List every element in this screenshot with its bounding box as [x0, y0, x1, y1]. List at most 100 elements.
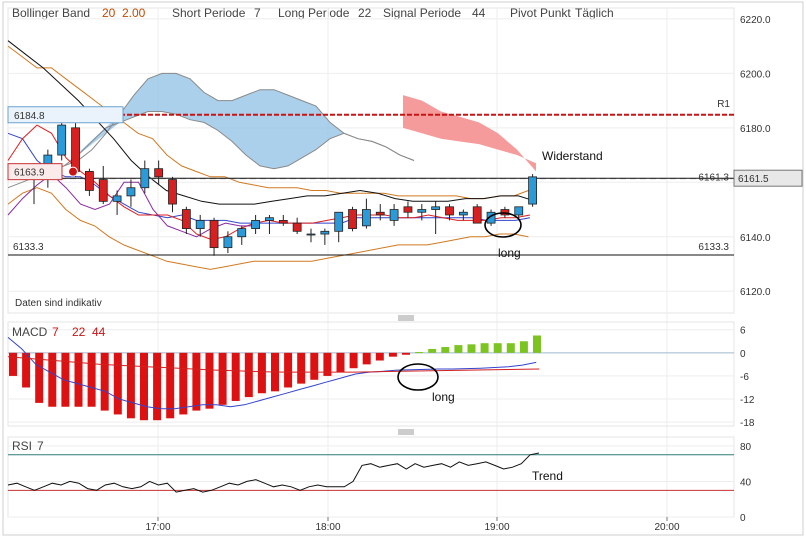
candle[interactable] [348, 206, 357, 232]
macd-histogram-bar [297, 352, 306, 384]
macd-histogram-bar [467, 344, 476, 353]
candle[interactable] [223, 231, 233, 254]
bollinger-upper-band [7, 45, 529, 200]
macd-label: MACD [12, 325, 48, 339]
candle[interactable] [445, 204, 454, 221]
candle[interactable] [500, 206, 510, 218]
macd-histogram-bar [126, 352, 135, 419]
macd-tick-label: -12 [740, 395, 755, 406]
macd-histogram-bar [35, 352, 44, 403]
ichimoku-cloud-bullish [50, 73, 414, 172]
candle[interactable] [403, 201, 413, 218]
candle[interactable] [389, 204, 399, 226]
bollinger-deviation: 2.00 [122, 6, 146, 20]
candle[interactable] [292, 217, 302, 235]
macd-histogram-bar [284, 352, 293, 388]
level-6133-left-label: 6133.3 [13, 242, 44, 253]
time-tick-label: 17:00 [145, 522, 170, 533]
rsi-tick-label: 0 [740, 513, 746, 524]
time-tick-label: 19:00 [484, 522, 509, 533]
candle[interactable] [140, 160, 150, 194]
macd-histogram-bar [480, 343, 489, 353]
level-tag-6163[interactable]: 6163.9 [7, 163, 78, 181]
candle[interactable] [306, 228, 316, 243]
candle[interactable] [361, 198, 371, 229]
price-tick-label: 6200.0 [740, 69, 771, 80]
indicator-header: Bollinger Band 20 2.00 Short Periode 7 L… [12, 6, 614, 20]
macd-histogram-bar [375, 352, 384, 361]
macd-histogram-bar [87, 352, 96, 407]
annotation-long-main: long [498, 246, 521, 260]
price-tick-label: 6220.0 [740, 15, 771, 26]
level-6133-right-label: 6133.3 [698, 242, 729, 253]
candle[interactable] [154, 160, 164, 186]
bollinger-lower-band [7, 187, 529, 270]
macd-histogram-bar [310, 352, 319, 380]
rsi-tick-label: 80 [740, 442, 752, 453]
macd-histogram-bar [100, 352, 109, 411]
candle[interactable] [181, 206, 191, 235]
time-tick-label: 18:00 [315, 522, 340, 533]
candle[interactable] [126, 179, 136, 207]
price-tick-label: 6180.0 [740, 124, 771, 135]
macd-histogram-bar [179, 352, 188, 415]
candle[interactable] [209, 217, 219, 256]
rsi-label: RSI [12, 439, 32, 453]
candle[interactable] [375, 204, 385, 221]
price-tick-label: 6140.0 [740, 233, 771, 244]
candle[interactable] [57, 116, 67, 161]
candle[interactable] [528, 174, 537, 207]
signal-period-value: 44 [472, 6, 486, 20]
macd-histogram-bar [415, 352, 424, 354]
macd-signal-line [7, 356, 540, 373]
candle[interactable] [486, 209, 496, 226]
candle[interactable] [168, 176, 177, 213]
time-tick-label: 20:00 [654, 522, 679, 533]
candle[interactable] [334, 211, 344, 243]
candle[interactable] [265, 214, 274, 235]
macd-histogram-bar [48, 352, 57, 407]
level-6161-label: 6161.3 [698, 173, 729, 184]
price-tick-label: 6120.0 [740, 287, 771, 298]
candle[interactable] [417, 204, 427, 221]
macd-histogram-bar [533, 335, 541, 353]
rsi-pane[interactable]: 80 40 0 RSI 7 Trend [7, 436, 752, 524]
macd-histogram-bar [231, 352, 240, 401]
macd-param-slow: 22 [72, 325, 86, 339]
annotation-long-macd: long [432, 390, 455, 404]
macd-histogram-bar [153, 352, 162, 421]
candle[interactable] [251, 214, 261, 235]
macd-histogram-bar [506, 343, 515, 353]
macd-pane[interactable]: 6 0 -6 -12 -18 MACD 7 22 44 long [7, 321, 755, 429]
macd-tick-label: -18 [740, 418, 755, 429]
candle[interactable] [237, 225, 247, 245]
candle[interactable] [320, 228, 330, 245]
macd-histogram-bar [454, 345, 463, 353]
macd-tick-label: -6 [740, 372, 749, 383]
macd-histogram-bar [493, 343, 502, 353]
pivot-label: Pivot Punkt [510, 6, 571, 20]
macd-histogram-bar [205, 352, 214, 409]
level-tag-6184[interactable]: 6184.8 [7, 106, 124, 124]
svg-text:6163.9: 6163.9 [14, 168, 45, 179]
pane-resize-handle-2[interactable] [398, 429, 414, 435]
macd-histogram-bar [74, 352, 83, 407]
candle[interactable] [85, 168, 94, 196]
bollinger-period: 20 [102, 6, 116, 20]
candle[interactable] [195, 214, 205, 237]
pane-resize-handle-1[interactable] [398, 315, 414, 321]
candle[interactable] [472, 204, 482, 224]
candle[interactable] [431, 201, 441, 235]
candle[interactable] [112, 190, 122, 215]
macd-param-signal: 44 [92, 325, 106, 339]
candle[interactable] [98, 165, 108, 205]
macd-histogram-bar [9, 352, 17, 376]
annotation-circle-macd [397, 363, 439, 391]
candle[interactable] [458, 209, 468, 221]
macd-histogram-bar [140, 352, 148, 421]
candle[interactable] [278, 214, 288, 226]
macd-histogram-bar [402, 352, 410, 355]
macd-histogram-bar [388, 352, 397, 357]
